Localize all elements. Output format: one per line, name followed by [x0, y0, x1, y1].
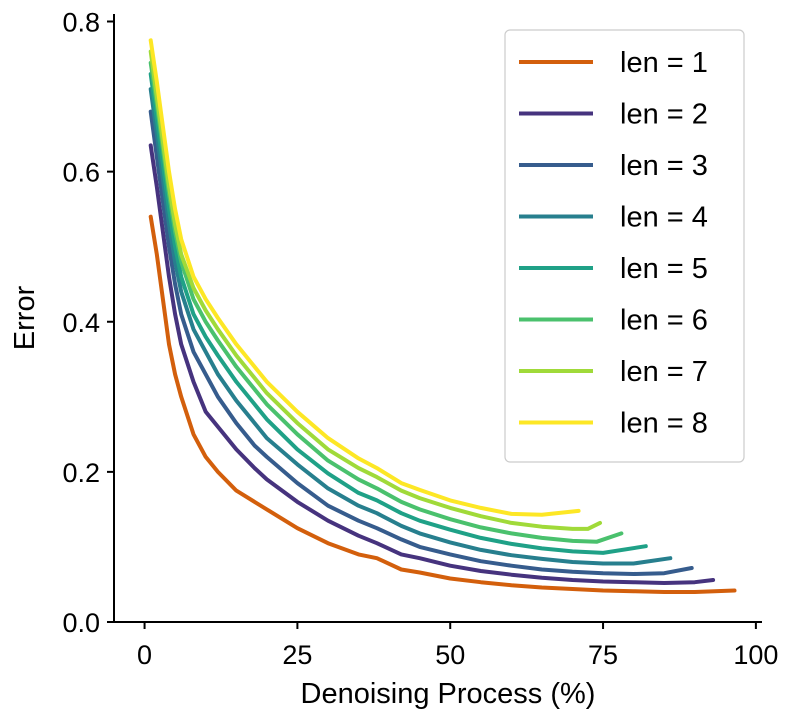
y-tick-label: 0.6	[62, 158, 100, 188]
series-line-2	[148, 143, 716, 585]
y-tick-label: 0.4	[62, 308, 100, 338]
series-line-3	[148, 109, 694, 576]
axes-layer	[113, 14, 762, 623]
legend-label-5: len = 5	[620, 253, 708, 285]
legend-label-3: len = 3	[620, 150, 708, 182]
series-line-4	[148, 87, 673, 566]
legend-label-2: len = 2	[620, 99, 708, 131]
series-line-7	[148, 49, 602, 531]
x-tick-label: 50	[435, 640, 465, 670]
legend-box	[504, 29, 745, 463]
legend-label-6: len = 6	[620, 305, 708, 337]
x-tick-label: 75	[588, 640, 618, 670]
x-axis-title: Denoising Process (%)	[301, 678, 596, 710]
y-tick-label: 0.0	[62, 608, 100, 638]
x-tick-label: 25	[282, 640, 312, 670]
legend-label-1: len = 1	[620, 47, 708, 79]
legend: len = 1 len = 2 len = 3 len = 4 len = 5 len =…	[504, 29, 745, 463]
series-line-5	[148, 72, 648, 555]
legend-label-7: len = 7	[620, 356, 708, 388]
legend-label-8: len = 8	[620, 408, 708, 440]
x-tick-label: 100	[733, 640, 778, 670]
x-tick-label: 0	[137, 640, 152, 670]
series-line-8	[148, 38, 581, 517]
y-tick-label: 0.2	[62, 458, 100, 488]
series-line-1	[148, 214, 737, 594]
legend-label-4: len = 4	[620, 202, 708, 234]
y-tick-label: 0.8	[62, 8, 100, 38]
ticks-layer: 0 25 50 75 100 0.0 0.2 0.4 0.6 0.8	[62, 8, 778, 670]
series-layer	[148, 38, 737, 594]
y-axis-title: Error	[9, 285, 41, 350]
